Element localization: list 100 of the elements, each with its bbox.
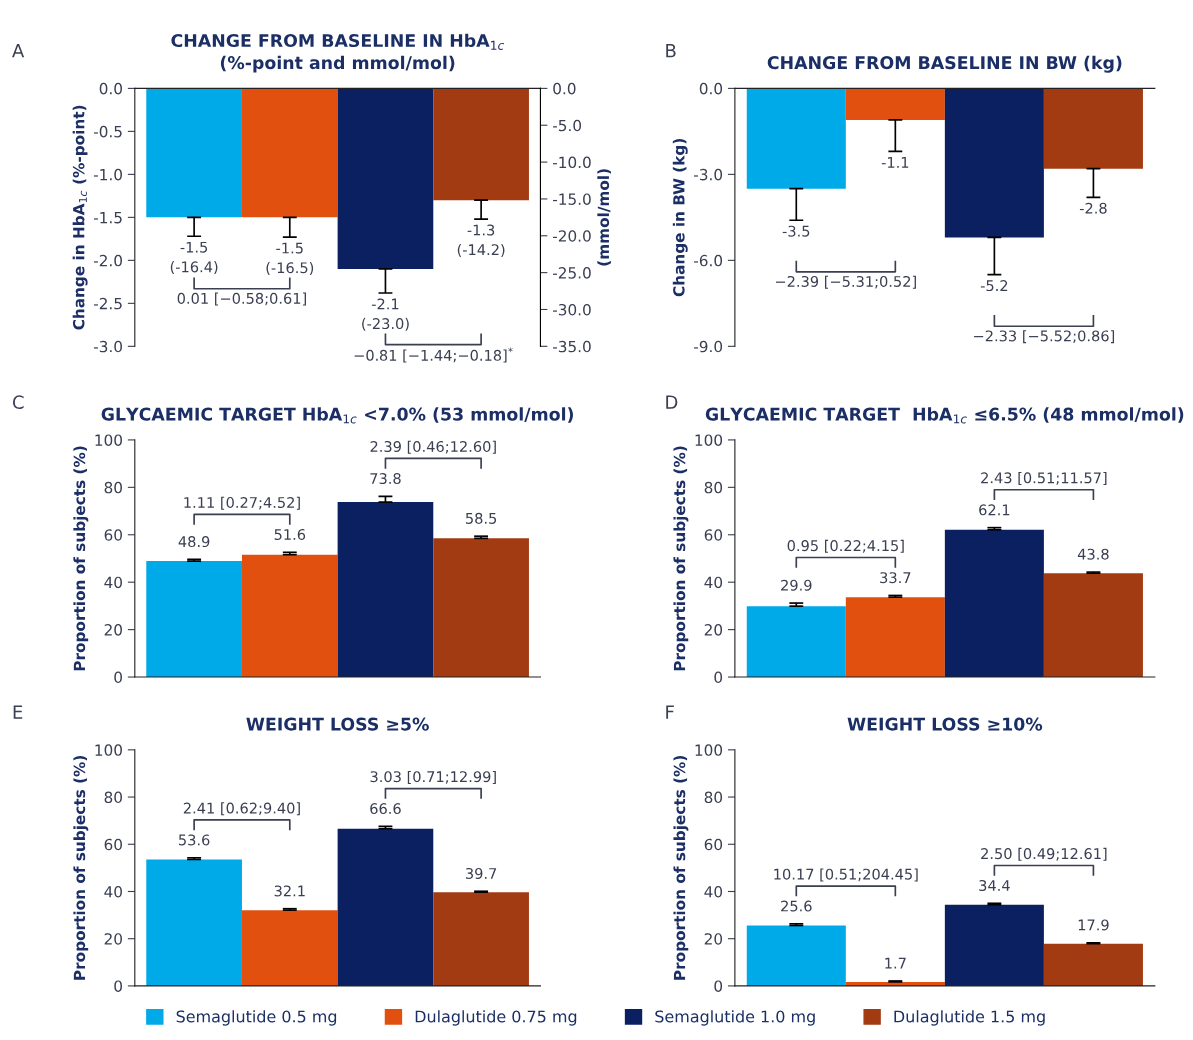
y2-tick-label: 0.0 xyxy=(553,82,576,95)
annotation: −2.33 [−5.52;0.86] xyxy=(974,330,1115,344)
bar xyxy=(746,606,846,678)
y-tick-label: 0 xyxy=(114,980,122,992)
chart-title: WEIGHT LOSS ≥5% xyxy=(246,717,429,731)
y-tick-label: 0 xyxy=(714,671,723,684)
data-label: -3.5 xyxy=(782,225,810,237)
y-tick-label: -1.0 xyxy=(93,168,122,181)
chart-title: CHANGE FROM BASELINE IN BW (kg) xyxy=(767,55,1122,73)
y-tick-label: 80 xyxy=(704,791,723,804)
annotation: 10.17 [0.51;204.45] xyxy=(774,868,918,882)
text: D xyxy=(666,395,678,409)
annotation: 2.41 [0.62;9.40] xyxy=(183,802,300,816)
y-axis-title: Proportion of subjects (%) xyxy=(73,446,89,671)
text: A xyxy=(12,44,25,58)
y-tick-label: 20 xyxy=(104,624,122,636)
data-label: -1.1 xyxy=(881,157,909,168)
y-tick-label: 40 xyxy=(704,885,723,898)
data-label: -2.1 (-23.0) xyxy=(362,298,409,331)
data-label: 62.1 xyxy=(979,504,1010,516)
annotation: 2.50 [0.49;12.61] xyxy=(981,847,1107,861)
y-tick-label: 80 xyxy=(104,791,122,804)
y-tick-label: 0.0 xyxy=(699,82,723,95)
bar xyxy=(845,597,945,678)
y2-tick-label: -15.0 xyxy=(552,193,591,205)
y2-tick-label: -10.0 xyxy=(552,156,591,169)
y-axis-title: Proportion of subjects (%) xyxy=(73,755,89,980)
y-tick-label: 40 xyxy=(104,885,122,898)
bar xyxy=(746,925,846,986)
y-tick-label: 60 xyxy=(704,838,723,851)
bar xyxy=(146,561,242,678)
bar xyxy=(241,910,338,986)
y-tick-label: -2.0 xyxy=(93,254,122,267)
y2-axis-title: (mmol/mol) xyxy=(597,169,611,266)
data-label: -1.3 (-14.2) xyxy=(457,224,505,257)
y-tick-label: 0 xyxy=(114,671,122,684)
annotation: 0.01 [−0.58;0.61] xyxy=(177,292,306,306)
bar xyxy=(241,554,338,678)
data-label: 17.9 xyxy=(1078,919,1109,931)
chart-title: GLYCAEMIC TARGET HbA$_{1c}$ <7.0% (53 mmol/mol) xyxy=(101,407,573,424)
annotation: 2.39 [0.46;12.60] xyxy=(370,440,496,454)
y-tick-label: 100 xyxy=(695,744,723,756)
data-label: 58.5 xyxy=(466,512,497,524)
data-label: 73.8 xyxy=(370,473,401,485)
y2-tick-label: -35.0 xyxy=(552,340,591,353)
legend-label: Dulaglutide 1.5 mg xyxy=(894,1010,1045,1026)
y-tick-label: -2.5 xyxy=(93,297,122,310)
y-tick-label: -3.0 xyxy=(93,340,122,353)
y-axis-title: Change in HbA$_{1c}$ (%-point) xyxy=(72,105,88,330)
y-tick-label: 100 xyxy=(95,434,122,446)
data-label: 25.6 xyxy=(781,900,812,912)
y-tick-label: 20 xyxy=(704,624,723,636)
annotation: 0.95 [0.22;4.15] xyxy=(787,539,904,553)
bar xyxy=(337,502,434,678)
bar xyxy=(944,529,1044,678)
data-label: 51.6 xyxy=(274,528,306,540)
data-label: 43.8 xyxy=(1077,548,1109,560)
legend-label: Semaglutide 0.5 mg xyxy=(176,1010,337,1026)
y2-tick-label: -5.0 xyxy=(552,119,582,132)
data-label: -2.8 xyxy=(1079,202,1107,214)
y-tick-label: 100 xyxy=(695,434,723,446)
y-tick-label: 60 xyxy=(104,838,122,851)
y-tick-label: 40 xyxy=(704,576,723,589)
bar xyxy=(433,538,529,678)
text: −0.81 [−1.44;−0.18]$^{*}$ xyxy=(354,347,513,363)
y-axis-title: Proportion of subjects (%) xyxy=(673,446,689,671)
y-tick-label: -6.0 xyxy=(694,254,723,267)
bar xyxy=(433,892,529,986)
y2-tick-label: -20.0 xyxy=(552,230,591,242)
data-label: -5.2 xyxy=(980,280,1008,292)
y-axis-title: Proportion of subjects (%) xyxy=(673,755,689,980)
bar xyxy=(1043,573,1143,678)
bar xyxy=(146,859,242,986)
chart-title: GLYCAEMIC TARGET HbA$_{1c}$ ≤6.5% (48 mmol/mol) xyxy=(705,407,1184,424)
y2-tick-label: -30.0 xyxy=(552,303,591,316)
text: C xyxy=(12,395,24,409)
y2-tick-label: -25.0 xyxy=(552,267,591,279)
annotation: −2.39 [−5.31;0.52] xyxy=(775,275,916,289)
data-label: 66.6 xyxy=(370,803,401,815)
annotation: 2.43 [0.51;11.57] xyxy=(981,472,1107,486)
data-label: 1.7 xyxy=(885,957,906,969)
data-label: 39.7 xyxy=(465,867,497,879)
y-tick-label: 20 xyxy=(704,933,723,945)
legend-label: Semaglutide 1.0 mg xyxy=(655,1010,815,1026)
legend-label: Dulaglutide 0.75 mg xyxy=(415,1010,577,1026)
text: E xyxy=(13,705,23,719)
data-label: -1.5 (-16.4) xyxy=(170,241,218,275)
y-tick-label: 100 xyxy=(95,744,122,756)
annotation: 1.11 [0.27;4.52] xyxy=(184,496,300,510)
chart-title: WEIGHT LOSS ≥10% xyxy=(847,717,1043,731)
y-tick-label: 0.0 xyxy=(99,82,122,95)
y-axis-title: Change in BW (kg) xyxy=(672,138,688,297)
data-label: 48.9 xyxy=(178,536,210,548)
text: F xyxy=(666,705,674,719)
y-tick-label: -9.0 xyxy=(694,340,723,353)
y-tick-label: 60 xyxy=(104,529,122,541)
data-label: 34.4 xyxy=(979,879,1010,892)
bar xyxy=(944,904,1044,986)
annotation: 3.03 [0.71;12.99] xyxy=(370,770,496,784)
y-tick-label: 80 xyxy=(104,481,122,494)
